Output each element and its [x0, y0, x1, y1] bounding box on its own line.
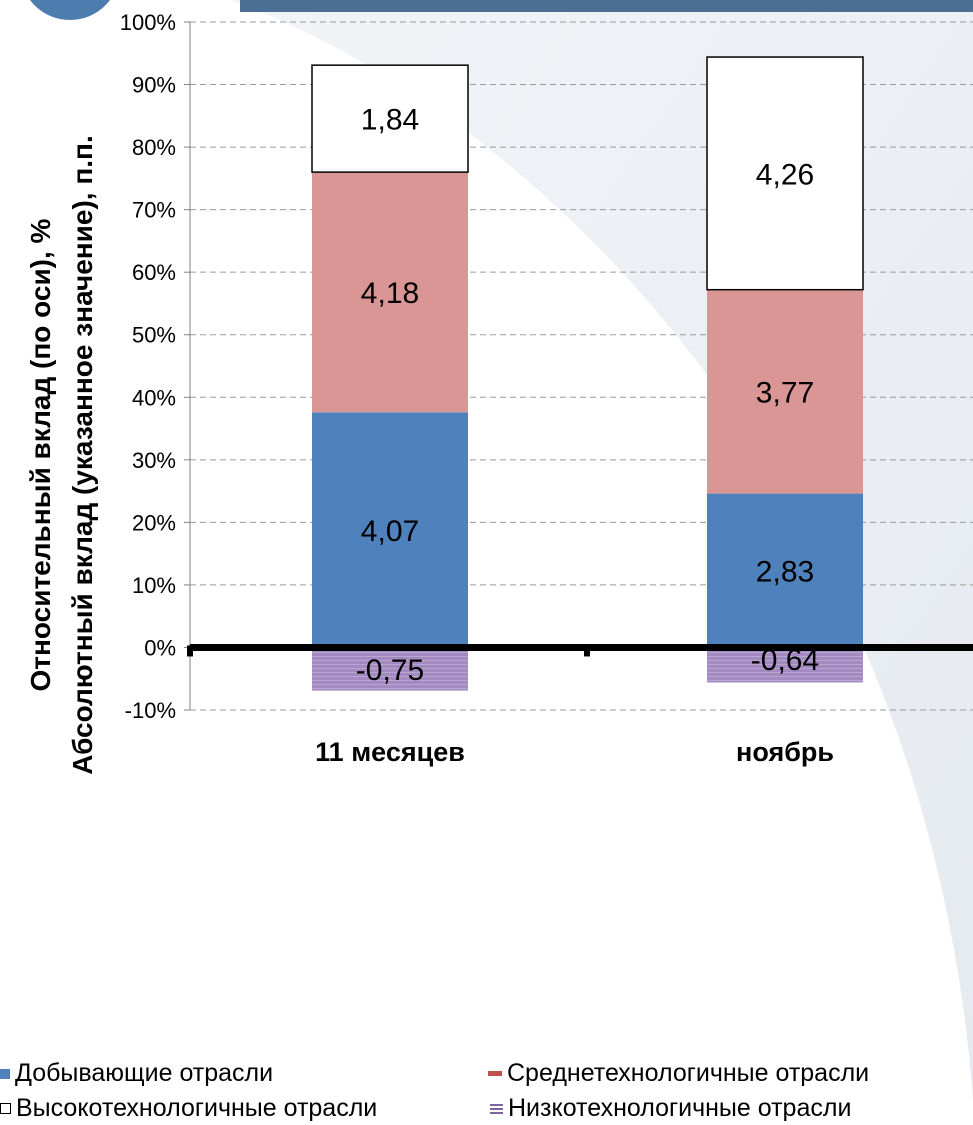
y-tick-label: 90%: [132, 73, 176, 98]
y-tick-label: 50%: [132, 323, 176, 348]
data-label-series-2-cat-1: 4,18: [361, 277, 419, 310]
legend-label-series-3: Высокотехнологичные отрасли: [16, 1094, 378, 1122]
bar-segment-series-4-cat-1: [312, 647, 468, 691]
y-tick-label: -10%: [125, 698, 176, 723]
y-tick-label: 60%: [132, 260, 176, 285]
y-tick-label: 40%: [132, 385, 176, 410]
data-label-series-4-cat-1: -0,75: [356, 654, 424, 687]
corner-logo-circle: [30, 0, 110, 20]
legend-swatch-series-3: [0, 1103, 11, 1114]
x-tick-mark: [584, 645, 590, 657]
y-tick-labels: -10% 0% 10% 20% 30% 40% 50% 60% 70% 80% 90% 100%: [120, 10, 176, 723]
y-tick-label: 20%: [132, 510, 176, 535]
bar-segment-series-2-cat-1: [312, 172, 468, 413]
y-tick-label: 80%: [132, 135, 176, 160]
legend-swatch-series-1: [0, 1068, 10, 1079]
legend-swatch-series-4: [490, 1103, 503, 1114]
y-axis-label-line2: Абсолютный вклад (указанное значение), п…: [67, 135, 98, 775]
y-tick-label: 100%: [120, 10, 176, 35]
data-label-series-1-cat-2: 2,83: [756, 556, 814, 589]
legend-item-series-2: Среднетехнологичные отрасли: [488, 1059, 869, 1088]
y-tick-label: 0%: [144, 635, 176, 660]
category-label-1: 11 месяцев: [315, 737, 465, 767]
y-tick-label: 10%: [132, 573, 176, 598]
y-tick-label: 70%: [132, 198, 176, 223]
legend-item-series-4: Низкотехнологичные отрасли: [490, 1094, 851, 1123]
bar-segment-series-3-cat-1: [311, 64, 469, 173]
data-label-series-4-cat-2: -0,64: [751, 644, 819, 677]
x-tick-mark: [187, 645, 193, 657]
y-tick-label: 30%: [132, 448, 176, 473]
bar-segment-series-1-cat-1: [312, 412, 468, 648]
bar-segment-series-2-cat-2: [707, 289, 863, 494]
data-label-series-1-cat-1: 4,07: [361, 515, 419, 548]
bar-segment-series-4-cat-2: [707, 647, 863, 683]
bars: [187, 56, 973, 691]
top-header-bar: [240, 0, 973, 12]
legend-item-series-3: Высокотехнологичные отрасли: [0, 1094, 377, 1123]
bar-segment-series-1-cat-2: [707, 493, 863, 648]
data-label-series-3-cat-2: 4,26: [756, 158, 814, 191]
data-labels: 4,07 4,18 1,84 -0,75 2,83 3,77 4,26 -0,64: [356, 104, 819, 687]
bar-segment-series-3-cat-2: [706, 56, 864, 291]
data-label-series-3-cat-1: 1,84: [361, 104, 419, 137]
legend-item-series-1: Добывающие отрасли: [0, 1059, 273, 1088]
legend-label-series-1: Добывающие отрасли: [15, 1059, 274, 1087]
legend-swatch-series-2: [488, 1071, 502, 1076]
data-label-series-2-cat-2: 3,77: [756, 377, 814, 410]
legend-label-series-2: Среднетехнологичные отрасли: [507, 1059, 870, 1087]
legend-label-series-4: Низкотехнологичные отрасли: [508, 1094, 852, 1122]
category-label-2: ноябрь: [736, 737, 834, 767]
y-axis-label-line1: Относительный вклад (по оси), %: [25, 218, 56, 691]
category-labels: 11 месяцев ноябрь: [315, 737, 834, 767]
